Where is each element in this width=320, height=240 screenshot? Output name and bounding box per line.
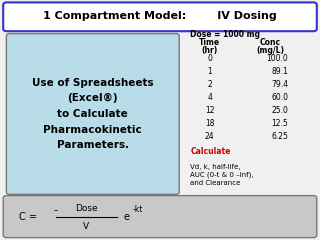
FancyBboxPatch shape <box>6 34 179 194</box>
Text: V: V <box>83 222 90 231</box>
Text: Time: Time <box>199 38 220 48</box>
Text: 6.25: 6.25 <box>271 132 288 141</box>
Text: Calculate: Calculate <box>190 147 231 156</box>
FancyBboxPatch shape <box>3 196 317 238</box>
Text: -kt: -kt <box>133 205 143 214</box>
Text: Vd, k, half-life,
AUC (0-t & 0 –inf),
and Clearance: Vd, k, half-life, AUC (0-t & 0 –inf), an… <box>190 164 254 186</box>
Text: Use of Spreadsheets
(Excel®)
to Calculate
Pharmacokinetic
Parameters.: Use of Spreadsheets (Excel®) to Calculat… <box>32 78 154 150</box>
Text: e: e <box>123 212 129 222</box>
Text: 2: 2 <box>207 80 212 89</box>
Text: 12.5: 12.5 <box>271 119 288 128</box>
Text: 12: 12 <box>205 106 214 115</box>
Text: C =: C = <box>19 212 40 222</box>
Text: 24: 24 <box>205 132 214 141</box>
Text: 1 Compartment Model:        IV Dosing: 1 Compartment Model: IV Dosing <box>43 11 277 21</box>
Text: –: – <box>54 206 58 215</box>
Text: (mg/L): (mg/L) <box>256 46 284 55</box>
Text: 25.0: 25.0 <box>271 106 288 115</box>
Text: Dose = 1000 mg: Dose = 1000 mg <box>190 30 260 39</box>
Text: (hr): (hr) <box>202 46 218 55</box>
Text: 18: 18 <box>205 119 214 128</box>
Text: 100.0: 100.0 <box>266 54 288 63</box>
Text: 0: 0 <box>207 54 212 63</box>
Text: Dose: Dose <box>75 204 98 213</box>
Text: 1: 1 <box>207 67 212 76</box>
Text: 89.1: 89.1 <box>271 67 288 76</box>
Text: 60.0: 60.0 <box>271 93 288 102</box>
Text: 4: 4 <box>207 93 212 102</box>
Text: 79.4: 79.4 <box>271 80 288 89</box>
FancyBboxPatch shape <box>3 2 317 31</box>
Text: Conc: Conc <box>260 38 281 48</box>
